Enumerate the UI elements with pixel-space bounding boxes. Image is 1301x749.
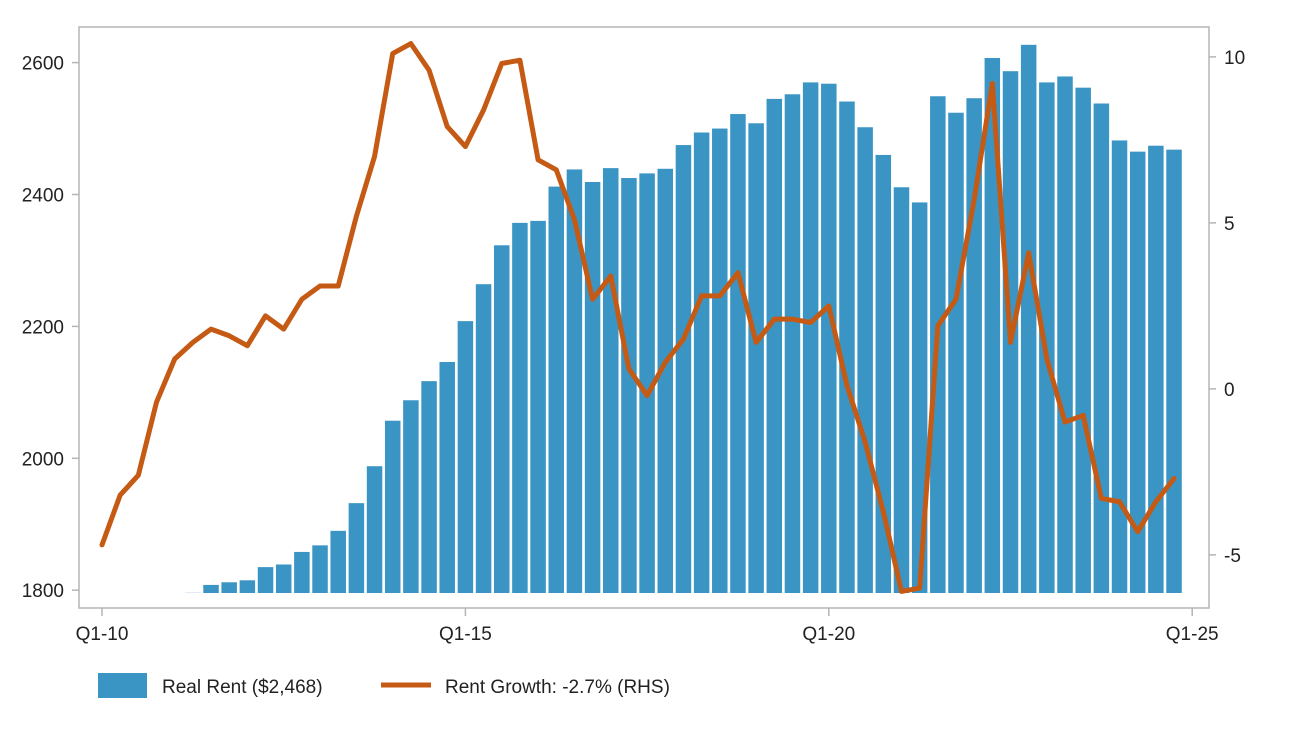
bar-Q2-16: [549, 187, 565, 593]
left-tick-label: 2000: [22, 449, 64, 470]
legend: Real Rent ($2,468) Rent Growth: -2.7% (R…: [98, 673, 670, 698]
left-tick-label: 1800: [22, 581, 64, 602]
left-tick-label: 2600: [22, 54, 64, 75]
bar-Q4-13: [367, 466, 383, 593]
bar-Q4-22: [1021, 45, 1036, 593]
bar-Q1-24: [1112, 140, 1128, 593]
bar-Q2-18: [694, 133, 710, 593]
x-tick-label: Q1-20: [802, 624, 855, 645]
legend-label-rent-growth: Rent Growth: -2.7% (RHS): [445, 677, 670, 698]
bar-Q2-12: [258, 567, 274, 593]
bar-Q2-14: [403, 400, 419, 593]
bar-Q4-12: [294, 552, 310, 593]
bar-Q1-17: [603, 168, 619, 593]
bar-Q1-13: [312, 545, 328, 593]
bar-Q2-20: [839, 102, 855, 593]
bars-layer: [185, 45, 1182, 593]
bar-Q3-23: [1075, 88, 1091, 593]
bar-Q4-17: [658, 169, 674, 593]
bar-Q3-12: [276, 564, 292, 593]
left-tick-label: 2400: [22, 186, 64, 207]
bar-Q3-18: [712, 129, 728, 593]
bar-Q4-11: [221, 582, 237, 593]
bar-Q4-15: [512, 223, 528, 593]
bar-Q2-13: [330, 531, 346, 593]
bar-Q1-21: [894, 187, 910, 593]
bar-Q4-19: [803, 82, 819, 593]
x-axis: Q1-10 Q1-15 Q1-20 Q1-25: [76, 608, 1219, 645]
bar-Q3-24: [1148, 146, 1164, 593]
bar-Q1-14: [385, 421, 401, 593]
right-y-axis: -5 0 5 10: [1209, 48, 1245, 567]
left-tick-label: 2200: [22, 317, 64, 338]
bar-Q4-23: [1094, 104, 1110, 594]
bar-Q4-16: [585, 182, 601, 593]
right-tick-label: 5: [1224, 214, 1235, 235]
bar-Q1-12: [240, 580, 256, 593]
bar-Q1-16: [530, 221, 546, 593]
bar-Q1-15: [458, 321, 474, 593]
right-tick-label: -5: [1224, 546, 1241, 567]
bar-Q4-14: [439, 362, 455, 593]
bar-Q2-17: [621, 178, 637, 593]
bar-Q2-19: [767, 99, 783, 593]
right-tick-label: 0: [1224, 380, 1235, 401]
bar-Q1-19: [748, 123, 764, 593]
bar-Q3-15: [494, 245, 510, 593]
bar-Q4-21: [948, 113, 964, 593]
x-tick-label: Q1-25: [1166, 624, 1219, 645]
legend-swatch-real-rent: [98, 673, 147, 698]
bar-Q4-24: [1166, 150, 1182, 593]
legend-label-real-rent: Real Rent ($2,468): [162, 677, 323, 698]
bar-Q3-11: [203, 585, 219, 593]
bar-Q2-15: [476, 284, 492, 593]
left-y-axis: 1800 2000 2200 2400 2600: [22, 54, 79, 603]
bar-Q3-13: [349, 503, 365, 593]
bar-Q1-18: [676, 145, 692, 593]
bar-Q2-23: [1057, 76, 1073, 593]
x-tick-label: Q1-10: [76, 624, 129, 645]
bar-Q3-20: [857, 127, 873, 593]
bar-Q4-18: [730, 114, 746, 593]
bar-Q3-14: [421, 381, 437, 593]
bar-Q3-19: [785, 94, 801, 593]
right-tick-label: 10: [1224, 48, 1245, 69]
x-tick-label: Q1-15: [439, 624, 492, 645]
